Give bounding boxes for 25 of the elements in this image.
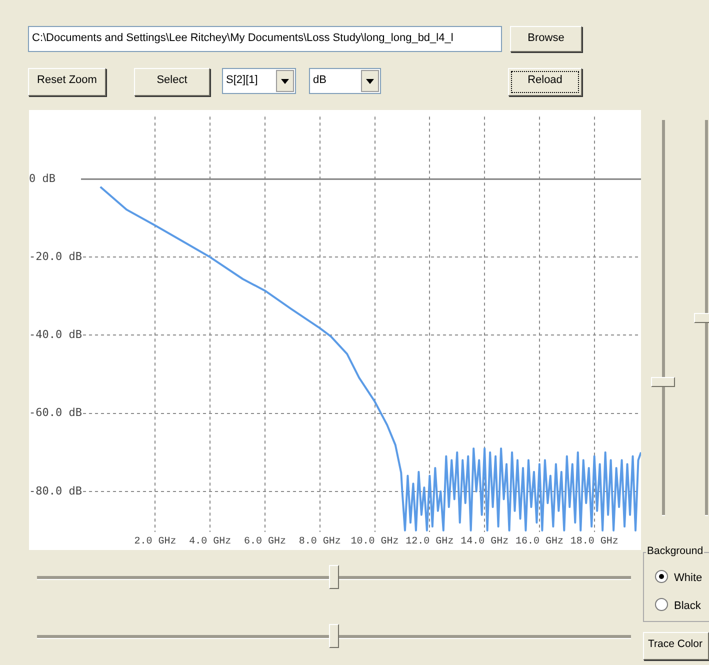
x-tick-label: 2.0 GHz (134, 536, 176, 548)
text: Trace Color (643, 632, 709, 660)
text: Select (134, 68, 210, 96)
y-tick-label: -80.0 dB (29, 484, 82, 498)
y-tick-label: -20.0 dB (29, 250, 82, 264)
x-tick-label: 10.0 GHz (350, 536, 399, 548)
x-tick-label: 18.0 GHz (570, 536, 618, 548)
text: S[2][1] (226, 74, 258, 86)
x-tick-label: 16.0 GHz (515, 536, 564, 548)
text: dB (313, 74, 326, 86)
text: Reset Zoom (28, 68, 106, 96)
x-tick-label: 8.0 GHz (298, 536, 341, 548)
text: Browse (510, 26, 582, 52)
x-tick-label: 12.0 GHz (406, 536, 454, 548)
y-tick-label: -60.0 dB (29, 406, 82, 420)
x-tick-label: 4.0 GHz (189, 536, 232, 548)
text: C:\Documents and Settings\Lee Ritchey\My Documents\Loss Study\long_long_bd_l4_l (28, 26, 502, 52)
text: White (674, 572, 702, 584)
y-tick-label: -40.0 dB (29, 328, 82, 342)
text: Background (646, 545, 704, 557)
text: Reload (508, 68, 582, 96)
x-tick-label: 6.0 GHz (244, 536, 286, 548)
text: Black (674, 600, 701, 612)
x-tick-label: 14.0 GHz (460, 536, 509, 548)
y-tick-label: 0 dB (29, 172, 56, 185)
